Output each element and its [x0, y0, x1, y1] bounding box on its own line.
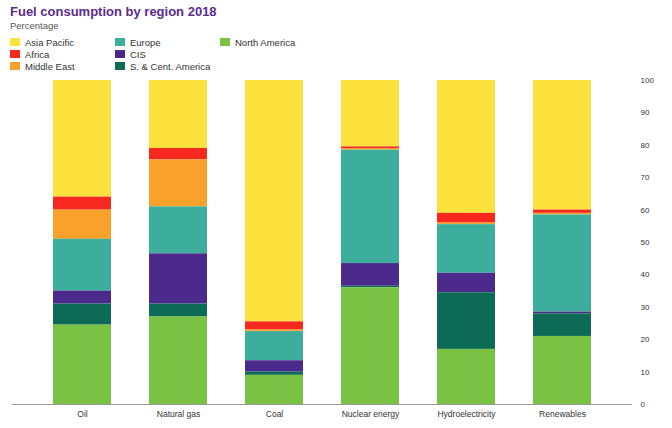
html-text:Europe: Europe	[130, 36, 161, 48]
html-text:Percentage: Percentage	[10, 20, 59, 31]
svg-text:50: 50	[641, 238, 650, 247]
svg-text:20: 20	[641, 335, 650, 344]
svg-text:90: 90	[641, 108, 650, 117]
html-text:CIS: CIS	[130, 48, 146, 60]
svg-text:30: 30	[641, 303, 650, 312]
svg-text:100: 100	[641, 76, 655, 85]
svg-text:Natural gas: Natural gas	[157, 409, 200, 419]
svg-text:80: 80	[641, 141, 650, 150]
html-text:Fuel consumption by region 201: Fuel consumption by region 2018	[10, 4, 217, 19]
svg-text:60: 60	[641, 206, 650, 215]
html-text:North America: North America	[235, 36, 296, 48]
svg-text:40: 40	[641, 270, 650, 279]
svg-text:Nuclear energy: Nuclear energy	[342, 409, 400, 419]
svg-text:Hydroelectricity: Hydroelectricity	[437, 409, 496, 419]
svg-text:10: 10	[641, 368, 650, 377]
html-text:Africa: Africa	[25, 48, 50, 60]
html-text:S. & Cent. America: S. & Cent. America	[130, 60, 211, 72]
svg-text:Renewables: Renewables	[539, 409, 586, 419]
svg-text:70: 70	[641, 173, 650, 182]
svg-text:Coal: Coal	[266, 409, 284, 419]
svg-text:Oil: Oil	[77, 409, 88, 419]
svg-text:0: 0	[641, 400, 646, 409]
html-text:Asia Pacific: Asia Pacific	[25, 36, 75, 48]
html-text:Middle East: Middle East	[25, 60, 75, 72]
